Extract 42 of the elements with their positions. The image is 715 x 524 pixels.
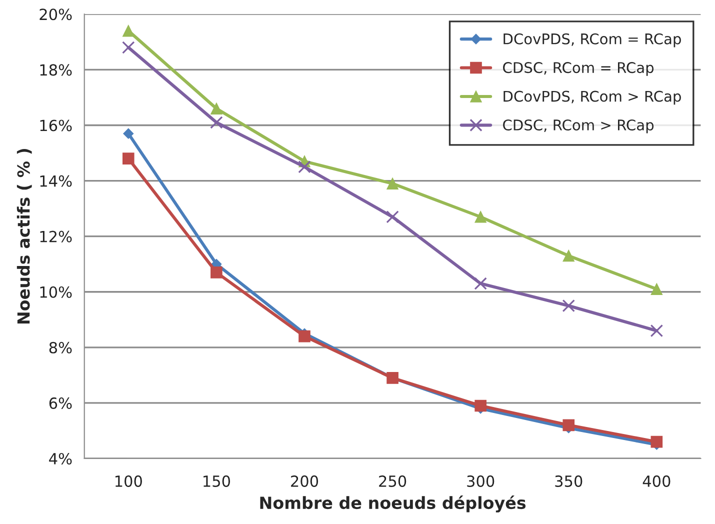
y-tick-label: 18% bbox=[40, 64, 72, 76]
y-axis-title: Noeuds actifs ( % ) bbox=[16, 148, 32, 324]
point bbox=[122, 152, 134, 164]
point bbox=[650, 283, 663, 295]
legend-label: CDSC, RCom = RCap bbox=[503, 62, 654, 76]
point bbox=[386, 178, 398, 190]
x-tick-label: 250 bbox=[379, 475, 406, 487]
x-tick-label: 200 bbox=[291, 475, 318, 487]
x-tick-label: 400 bbox=[642, 475, 670, 487]
x-tick-label: 100 bbox=[115, 475, 142, 487]
point bbox=[122, 24, 134, 37]
y-tick-label: 14% bbox=[40, 175, 72, 187]
point bbox=[123, 128, 134, 139]
point bbox=[650, 436, 663, 448]
x-axis-title: Nombre de noeuds déployés bbox=[260, 496, 526, 512]
point bbox=[474, 277, 487, 290]
point bbox=[562, 299, 576, 312]
x-tick-label: 350 bbox=[555, 475, 582, 487]
point bbox=[210, 102, 222, 114]
x-tick-label: 150 bbox=[204, 475, 230, 487]
point bbox=[298, 160, 311, 174]
point bbox=[474, 210, 486, 223]
y-tick-label: 20% bbox=[40, 8, 72, 20]
point bbox=[210, 116, 223, 129]
y-tick-label: 8% bbox=[49, 342, 72, 354]
x-tick-label: 300 bbox=[467, 475, 494, 487]
point bbox=[650, 324, 664, 338]
point bbox=[210, 266, 222, 278]
point bbox=[562, 419, 575, 432]
y-tick-label: 6% bbox=[49, 397, 72, 409]
y-tick-label: 4% bbox=[49, 452, 72, 465]
point bbox=[562, 250, 575, 262]
legend-label: CDSC, RCom > RCap bbox=[503, 119, 654, 134]
y-tick-label: 16% bbox=[40, 120, 72, 132]
point bbox=[298, 330, 310, 342]
legend-label: DCovPDS, RCom > RCap bbox=[504, 90, 681, 105]
legend-label: DCovPDS, RCom = RCap bbox=[504, 33, 681, 48]
point bbox=[122, 41, 135, 54]
y-tick-label: 12% bbox=[40, 230, 72, 242]
y-tick-label: 10% bbox=[40, 286, 72, 298]
point bbox=[386, 210, 399, 224]
point bbox=[474, 400, 486, 412]
